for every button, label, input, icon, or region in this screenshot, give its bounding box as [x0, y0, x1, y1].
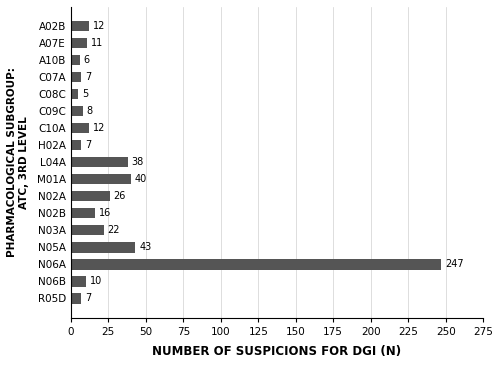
Bar [71, 225, 104, 235]
Text: 7: 7 [85, 72, 91, 82]
Bar [71, 293, 82, 304]
Text: 10: 10 [90, 276, 102, 287]
Bar [71, 21, 89, 31]
Bar [71, 208, 95, 219]
Text: 26: 26 [114, 191, 126, 201]
Text: 11: 11 [91, 38, 104, 48]
Bar [71, 174, 131, 184]
Y-axis label: PHARMACOLOGICAL SUBGROUP:
ATC, 3RD LEVEL: PHARMACOLOGICAL SUBGROUP: ATC, 3RD LEVEL [7, 68, 28, 257]
Text: 12: 12 [92, 123, 105, 133]
Bar [71, 157, 128, 168]
Bar [71, 276, 86, 287]
Bar [71, 123, 89, 133]
Text: 40: 40 [134, 174, 147, 184]
Bar [71, 38, 88, 48]
Bar [71, 140, 82, 150]
Text: 8: 8 [86, 106, 92, 116]
Text: 43: 43 [139, 242, 151, 253]
Bar [71, 55, 80, 65]
Bar [71, 106, 83, 116]
Text: 5: 5 [82, 89, 88, 99]
Bar [71, 242, 136, 253]
Text: 7: 7 [85, 293, 91, 303]
Text: 12: 12 [92, 21, 105, 31]
Text: 16: 16 [98, 208, 111, 218]
Text: 7: 7 [85, 140, 91, 150]
Bar [71, 259, 441, 269]
Text: 247: 247 [445, 260, 464, 269]
Bar [71, 72, 82, 82]
Text: 6: 6 [84, 55, 89, 65]
Text: 38: 38 [132, 157, 144, 167]
Text: 22: 22 [108, 226, 120, 235]
Bar [71, 89, 78, 99]
Bar [71, 191, 110, 201]
X-axis label: NUMBER OF SUSPICIONS FOR DGI (N): NUMBER OF SUSPICIONS FOR DGI (N) [152, 345, 402, 358]
